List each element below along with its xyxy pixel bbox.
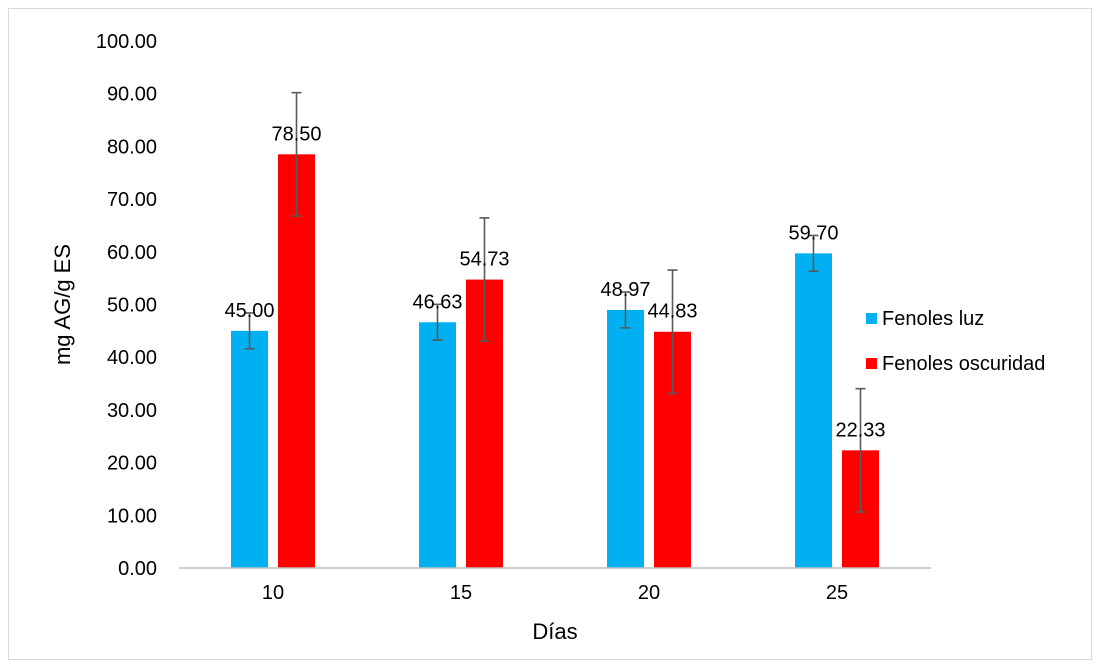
legend-swatch-fenoles-oscuridad xyxy=(866,358,877,369)
x-tick-label: 15 xyxy=(450,582,472,604)
data-label: 45.00 xyxy=(224,300,274,322)
legend-swatch-fenoles-luz xyxy=(866,313,877,324)
x-tick-label: 10 xyxy=(262,582,284,604)
y-tick-label: 70.00 xyxy=(107,189,157,211)
y-tick-label: 60.00 xyxy=(107,242,157,264)
y-tick-label: 40.00 xyxy=(107,347,157,369)
data-label: 78.50 xyxy=(271,123,321,145)
y-tick-label: 20.00 xyxy=(107,453,157,475)
bar xyxy=(419,322,456,568)
y-tick-label: 0.00 xyxy=(118,558,157,580)
y-axis-title: mg AG/g ES xyxy=(50,244,75,365)
y-tick-label: 80.00 xyxy=(107,136,157,158)
error-bars xyxy=(244,91,866,513)
x-axis-ticks: 10 15 20 25 xyxy=(262,582,848,604)
legend-label-fenoles-oscuridad: Fenoles oscuridad xyxy=(882,353,1045,375)
bar-chart: 0.00 10.00 20.00 30.00 40.00 50.00 60.00 70.00 8… xyxy=(50,31,1045,644)
data-label: 48.97 xyxy=(600,279,650,301)
chart-frame: 0.00 10.00 20.00 30.00 40.00 50.00 60.00 70.00 8… xyxy=(8,8,1092,660)
data-label: 22.33 xyxy=(835,419,885,441)
error-bar xyxy=(808,234,819,273)
y-tick-label: 90.00 xyxy=(107,84,157,106)
y-tick-label: 50.00 xyxy=(107,295,157,317)
error-bar xyxy=(244,312,255,350)
bar xyxy=(278,154,315,568)
data-label: 46.63 xyxy=(412,291,462,313)
bar xyxy=(231,330,268,568)
error-bar xyxy=(432,303,443,341)
data-label: 54.73 xyxy=(459,249,509,271)
error-bar xyxy=(620,291,631,329)
error-bar xyxy=(667,269,678,395)
legend: Fenoles luz Fenoles oscuridad xyxy=(866,308,1045,375)
error-bar xyxy=(291,91,302,217)
x-axis-title: Días xyxy=(532,619,577,644)
legend-label-fenoles-luz: Fenoles luz xyxy=(882,308,984,330)
error-bar xyxy=(479,217,490,343)
data-label: 59.70 xyxy=(788,222,838,244)
y-axis-ticks: 0.00 10.00 20.00 30.00 40.00 50.00 60.00 70.00 8… xyxy=(96,31,157,580)
y-tick-label: 100.00 xyxy=(96,31,157,53)
data-label: 44.83 xyxy=(647,301,697,323)
bar xyxy=(795,253,832,569)
bars xyxy=(231,154,879,569)
error-bar xyxy=(855,387,866,513)
y-tick-label: 30.00 xyxy=(107,400,157,422)
y-tick-label: 10.00 xyxy=(107,505,157,527)
x-tick-label: 25 xyxy=(826,582,848,604)
x-tick-label: 20 xyxy=(638,582,660,604)
bar xyxy=(607,309,644,568)
